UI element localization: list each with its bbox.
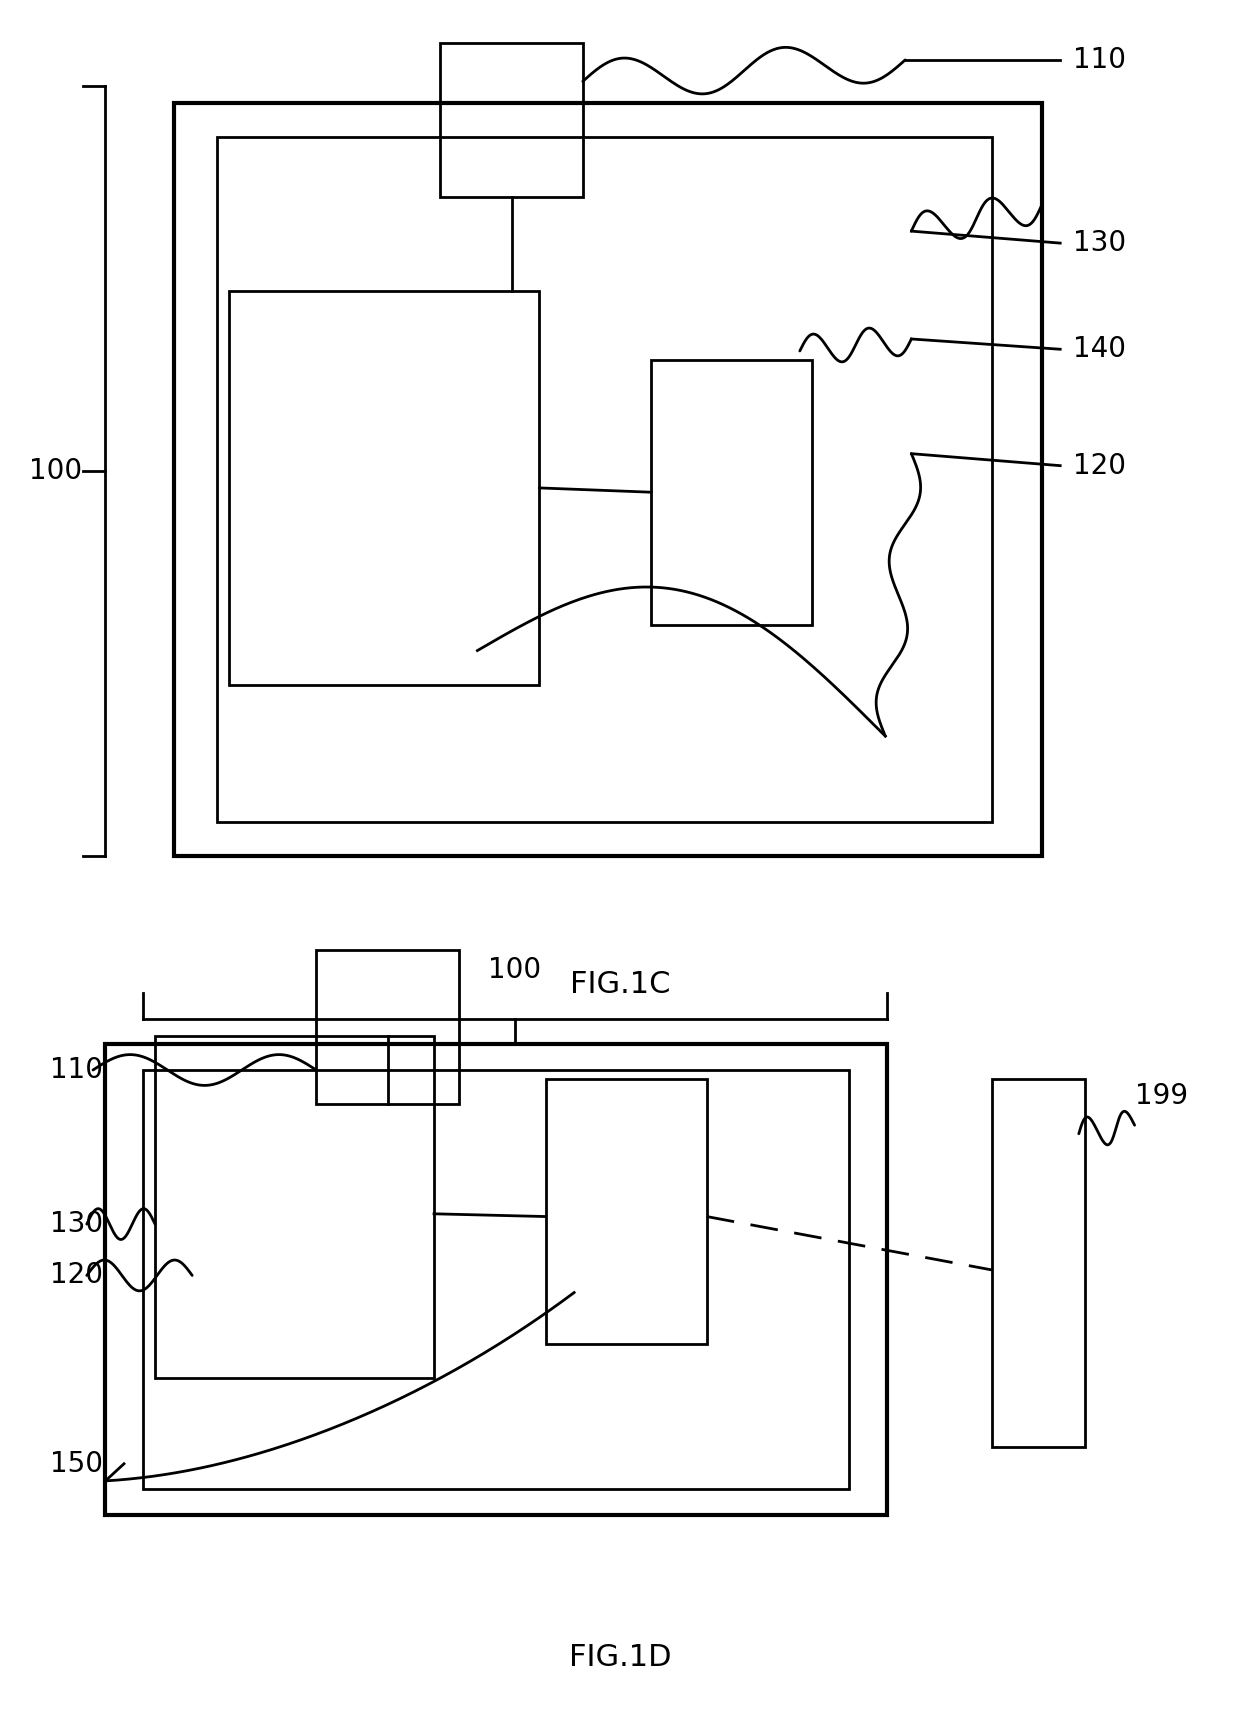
Text: 130: 130: [50, 1210, 103, 1238]
Text: 140: 140: [1073, 336, 1126, 363]
Text: 120: 120: [50, 1262, 103, 1289]
Text: 110: 110: [50, 1056, 103, 1084]
Bar: [651, 360, 812, 625]
Text: 110: 110: [1073, 46, 1126, 74]
Bar: [992, 1079, 1085, 1447]
Text: 100: 100: [489, 957, 541, 984]
Bar: [105, 1044, 887, 1515]
Bar: [229, 291, 539, 685]
Text: 150: 150: [50, 1450, 103, 1477]
Bar: [143, 1070, 849, 1489]
Text: FIG.1D: FIG.1D: [569, 1644, 671, 1671]
Text: FIG.1C: FIG.1C: [569, 971, 671, 998]
Bar: [155, 1036, 434, 1378]
Text: 199: 199: [1135, 1082, 1188, 1109]
Bar: [316, 950, 459, 1104]
Bar: [546, 1079, 707, 1344]
Text: 130: 130: [1073, 229, 1126, 257]
Text: 100: 100: [30, 457, 82, 484]
Text: 120: 120: [1073, 452, 1126, 479]
Bar: [217, 137, 992, 822]
Bar: [174, 103, 1042, 856]
Bar: [440, 43, 583, 197]
